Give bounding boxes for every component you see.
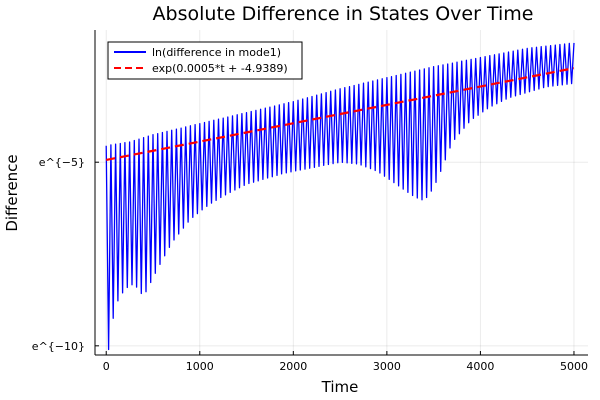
x-tick-label: 3000 [373, 360, 401, 373]
series-line-mode1 [105, 42, 575, 351]
y-tick-label: e^{−10} [32, 340, 85, 353]
chart-title: Absolute Difference in States Over Time [153, 3, 534, 25]
y-tick-label: e^{−5} [39, 156, 85, 169]
legend-box [107, 41, 303, 80]
x-tick-label: 1000 [186, 360, 214, 373]
x-axis-label: Time [321, 378, 359, 396]
ticks: 0 1000 2000 3000 4000 5000 e^{−5} e^{−10} [32, 156, 588, 373]
x-tick-label: 4000 [466, 360, 494, 373]
legend-label-mode1: ln(difference in mode1) [152, 46, 281, 59]
x-tick-label: 2000 [279, 360, 307, 373]
series-mode1-difference [105, 42, 575, 351]
legend: ln(difference in mode1) exp(0.0005*t + -… [107, 41, 303, 80]
axes [94, 30, 588, 356]
series-line-exp-fit [106, 67, 575, 162]
x-tick-label: 0 [103, 360, 110, 373]
x-tick-label: 5000 [560, 360, 588, 373]
legend-label-exp-fit: exp(0.0005*t + -4.9389) [152, 62, 288, 75]
y-axis-label: Difference [3, 154, 21, 231]
series-exp-fit [106, 67, 575, 162]
